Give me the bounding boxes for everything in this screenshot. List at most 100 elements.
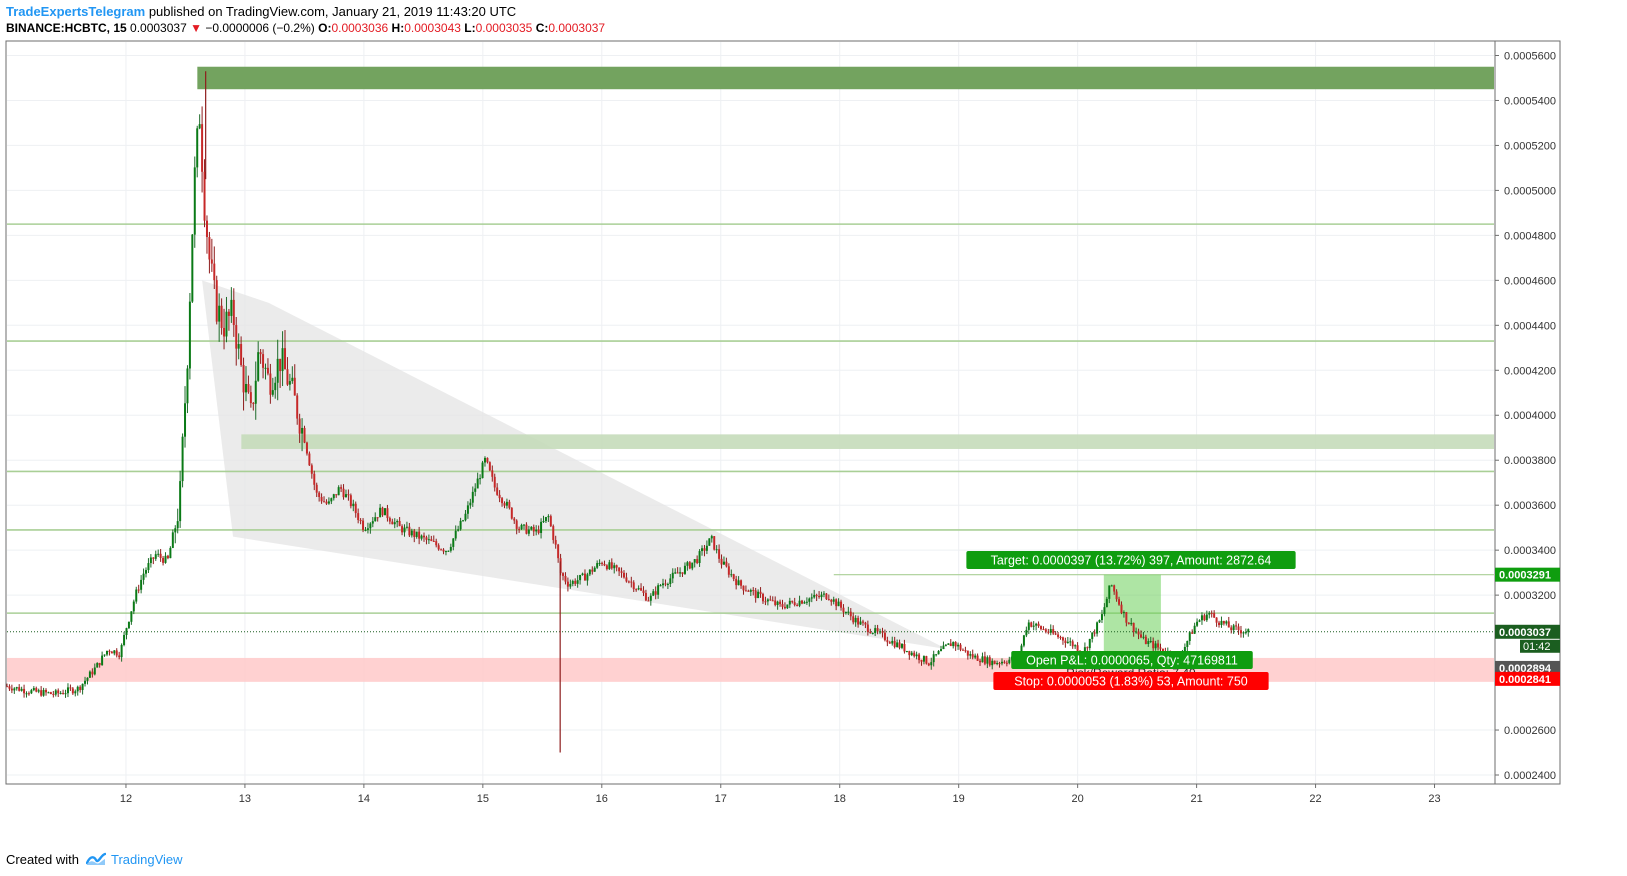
candle-body xyxy=(1118,599,1121,605)
candle-body xyxy=(876,628,879,632)
tradingview-link[interactable]: TradingView xyxy=(111,852,183,867)
x-tick-label: 12 xyxy=(120,793,132,805)
candle-body xyxy=(576,580,579,584)
candle-body xyxy=(301,427,304,434)
candle-body xyxy=(915,654,918,657)
candle-body xyxy=(971,654,974,658)
target-annotation-group: Target: 0.0000397 (13.72%) 397, Amount: … xyxy=(966,551,1296,569)
candle-body xyxy=(613,565,616,569)
candle-body xyxy=(679,572,682,574)
candle-body xyxy=(735,578,738,586)
candle-body xyxy=(571,580,574,584)
candle-body xyxy=(854,617,857,623)
candle-body xyxy=(132,601,135,612)
candle-body xyxy=(886,640,889,643)
candle-body xyxy=(374,517,377,522)
candle-body xyxy=(1213,613,1216,618)
candle-body xyxy=(332,494,335,499)
candle-body xyxy=(1000,661,1003,664)
candle-body xyxy=(54,690,57,695)
chart-frame xyxy=(5,40,1561,785)
candle-body xyxy=(840,601,843,608)
candle-body xyxy=(1149,640,1152,642)
candle-body xyxy=(1096,622,1099,634)
candle-body xyxy=(286,369,289,385)
time-axis[interactable]: 12 13 14 15 16 17 18 19 20 21 22 23 xyxy=(120,784,1441,805)
candle-body xyxy=(176,521,179,529)
candle-body xyxy=(957,644,960,647)
zone-dark xyxy=(197,66,1495,90)
candle-body xyxy=(596,563,599,568)
candle-body xyxy=(1227,621,1230,628)
candle-body xyxy=(1235,625,1238,627)
candle-body xyxy=(59,692,62,694)
candle-body xyxy=(737,580,740,586)
publish-header: TradeExpertsTelegram published on Tradin… xyxy=(6,4,516,19)
candle-body xyxy=(937,650,940,655)
y-tick-label: 0.0005400 xyxy=(1504,95,1556,107)
low-label: L: xyxy=(464,21,476,35)
candle-body xyxy=(188,301,191,369)
candle-body xyxy=(364,529,367,531)
candle-body xyxy=(562,573,565,576)
candle-body xyxy=(1130,622,1133,625)
candle-body xyxy=(1188,632,1191,641)
candle-body xyxy=(766,599,769,602)
candle-body xyxy=(969,654,972,656)
candle-body xyxy=(1154,643,1157,649)
candle-body xyxy=(830,599,833,602)
candle-body xyxy=(86,677,89,681)
candle-body xyxy=(196,128,199,168)
candle-body xyxy=(1098,620,1101,623)
candle-body xyxy=(125,628,128,636)
candle-body xyxy=(1103,607,1106,615)
candle-body xyxy=(508,501,511,508)
y-tick-label: 0.0003400 xyxy=(1504,545,1556,557)
candle-body xyxy=(135,589,138,602)
countdown-box xyxy=(1520,639,1560,653)
candle-body xyxy=(66,687,69,694)
candle-body xyxy=(120,644,123,658)
candle-body xyxy=(1144,636,1147,644)
candle-body xyxy=(620,571,623,573)
candles xyxy=(6,71,1250,753)
candle-body xyxy=(13,688,16,691)
candle-body xyxy=(303,427,306,443)
candle-body xyxy=(325,501,328,504)
candle-body xyxy=(993,660,996,665)
candle-body xyxy=(610,562,613,569)
wedge-shape xyxy=(202,280,947,650)
candle-body xyxy=(603,563,606,566)
candle-body xyxy=(103,654,106,656)
candle-body xyxy=(288,381,291,385)
candle-body xyxy=(352,503,355,507)
candle-body xyxy=(583,573,586,581)
candle-body xyxy=(505,501,508,506)
price-axis[interactable]: 0.0002400 0.0002600 0.0003200 0.0003400 0.00… xyxy=(1495,50,1560,782)
candle-body xyxy=(227,311,230,316)
candle-body xyxy=(949,643,952,647)
y-tick-label: 0.0004600 xyxy=(1504,275,1556,287)
candle-body xyxy=(181,436,184,482)
candle-body xyxy=(18,687,21,691)
candle-body xyxy=(37,690,40,692)
candle-body xyxy=(69,687,72,689)
candle-body xyxy=(740,580,743,586)
candle-body xyxy=(944,644,947,646)
candle-body xyxy=(447,550,450,552)
entry-price-tag-box xyxy=(1495,660,1560,675)
candle-body xyxy=(598,562,601,564)
author-link[interactable]: TradeExpertsTelegram xyxy=(6,4,146,19)
candle-body xyxy=(1066,641,1069,644)
candle-body xyxy=(920,660,923,662)
candle-body xyxy=(918,654,921,661)
candle-body xyxy=(954,642,957,647)
candle-body xyxy=(420,535,423,539)
candle-body xyxy=(444,551,447,553)
candle-body xyxy=(1074,645,1077,647)
candle-body xyxy=(1205,614,1208,621)
candle-body xyxy=(893,640,896,647)
candle-body xyxy=(942,645,945,650)
candle-body xyxy=(1152,640,1155,649)
